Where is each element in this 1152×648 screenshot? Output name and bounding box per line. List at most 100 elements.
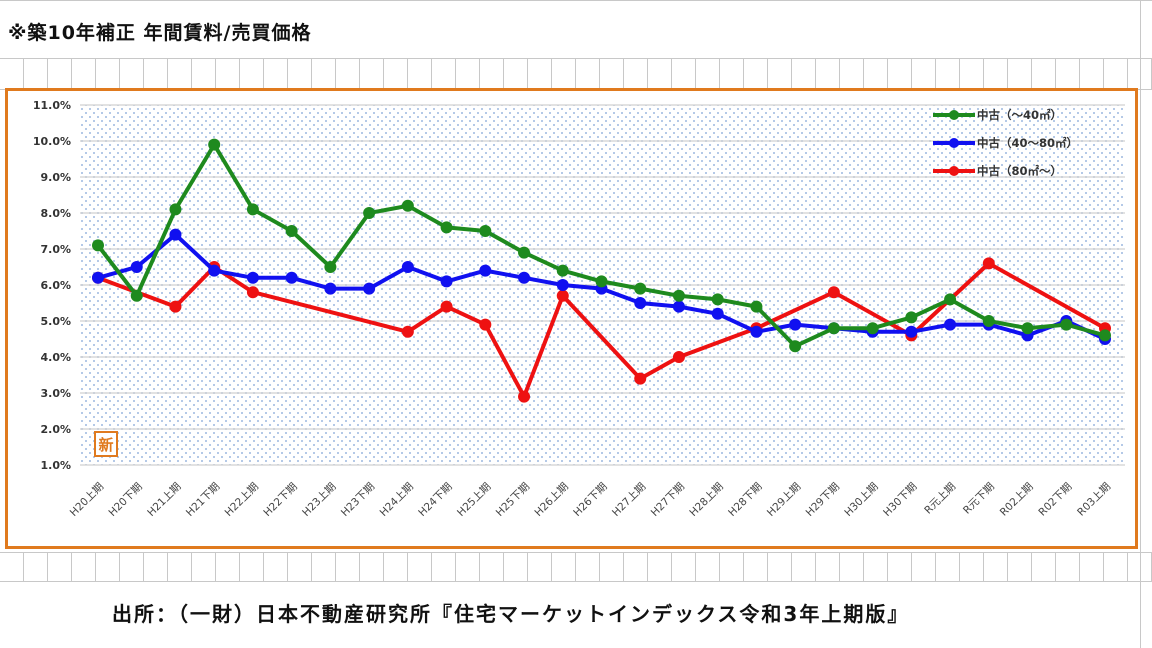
data-point bbox=[634, 372, 647, 385]
data-point bbox=[827, 286, 840, 299]
data-point bbox=[789, 340, 802, 353]
data-point bbox=[440, 275, 453, 288]
data-point bbox=[711, 307, 724, 320]
data-point bbox=[634, 282, 647, 295]
data-point bbox=[595, 275, 608, 288]
data-point bbox=[169, 300, 182, 313]
x-tick-label: H29上期 bbox=[765, 481, 803, 519]
data-point bbox=[246, 271, 259, 284]
data-point bbox=[92, 271, 104, 284]
data-point bbox=[634, 297, 647, 309]
new-stamp: 新 bbox=[94, 431, 118, 457]
data-point bbox=[479, 264, 492, 277]
data-point bbox=[208, 138, 221, 151]
series-line bbox=[92, 257, 1111, 403]
series-path bbox=[97, 261, 1106, 399]
data-point bbox=[401, 325, 414, 338]
y-tick-label: 7.0% bbox=[40, 243, 71, 256]
x-tick-label: H30上期 bbox=[842, 481, 880, 519]
data-point bbox=[479, 318, 492, 331]
data-point bbox=[208, 264, 221, 277]
data-point bbox=[130, 289, 143, 302]
x-tick-label: R元下期 bbox=[961, 481, 997, 517]
x-tick-label: R元上期 bbox=[922, 481, 958, 517]
legend-label: 中古（80㎡～） bbox=[977, 164, 1062, 178]
chart-frame: 1.0% 2.0% 3.0% 4.0% 5.0% 6.0% 7.0% 8.0% 9.0% 10.0… bbox=[5, 88, 1138, 549]
y-tick-label: 5.0% bbox=[40, 315, 71, 328]
page-title: ※築10年補正 年間賃料/売買価格 bbox=[8, 22, 312, 44]
data-point bbox=[246, 203, 259, 216]
legend-item: 中古（80㎡～） bbox=[933, 164, 1062, 178]
spreadsheet-grid-bottom bbox=[0, 552, 1152, 582]
series-line bbox=[92, 138, 1111, 353]
data-point bbox=[556, 279, 569, 291]
data-point bbox=[556, 264, 569, 277]
legend: 中古（～40㎡） 中古（40～80㎡） 中古（80㎡～） bbox=[933, 108, 1078, 178]
x-tick-label: R03上期 bbox=[1075, 481, 1113, 519]
data-point bbox=[246, 286, 259, 299]
legend-label: 中古（～40㎡） bbox=[977, 108, 1062, 122]
y-tick-label: 3.0% bbox=[40, 387, 71, 400]
data-point bbox=[944, 318, 957, 331]
data-point bbox=[363, 207, 376, 219]
line-chart: 1.0% 2.0% 3.0% 4.0% 5.0% 6.0% 7.0% 8.0% 9.0% 10.0… bbox=[33, 99, 1125, 519]
page-top-rule bbox=[0, 0, 1152, 1]
data-point bbox=[479, 225, 492, 237]
data-point bbox=[750, 325, 763, 338]
legend-item: 中古（40～80㎡） bbox=[933, 136, 1078, 150]
data-point bbox=[518, 246, 531, 259]
data-point bbox=[324, 261, 337, 273]
x-tick-label: H22下期 bbox=[261, 481, 299, 519]
x-tick-label: H23上期 bbox=[300, 481, 338, 519]
x-tick-label: H23下期 bbox=[339, 481, 377, 519]
data-point bbox=[827, 322, 840, 335]
data-point bbox=[324, 282, 337, 295]
x-tick-label: H26下期 bbox=[571, 481, 609, 519]
x-axis-ticks: H20上期 H20下期 H21上期 H21下期 H22上期 H22下期 H23上期 H23下期… bbox=[68, 481, 1113, 519]
y-axis-ticks: 1.0% 2.0% 3.0% 4.0% 5.0% 6.0% 7.0% 8.0% 9.0% 10.0… bbox=[33, 99, 71, 472]
x-tick-label: H25上期 bbox=[455, 481, 493, 519]
data-point bbox=[672, 289, 685, 302]
legend-item: 中古（～40㎡） bbox=[933, 108, 1062, 122]
data-point bbox=[750, 300, 763, 313]
x-tick-label: H20下期 bbox=[106, 481, 144, 519]
data-point bbox=[285, 225, 298, 237]
x-tick-label: H24上期 bbox=[378, 481, 416, 519]
data-point bbox=[169, 228, 182, 241]
data-point bbox=[982, 315, 995, 327]
data-point bbox=[982, 257, 995, 270]
page-right-rule bbox=[1140, 0, 1141, 648]
x-tick-label: H26上期 bbox=[533, 481, 571, 519]
data-point bbox=[518, 390, 531, 403]
x-tick-label: H25下期 bbox=[494, 481, 532, 519]
x-tick-label: H29下期 bbox=[804, 481, 842, 519]
data-point bbox=[944, 293, 957, 306]
x-tick-label: H30下期 bbox=[881, 481, 919, 519]
data-point bbox=[905, 311, 918, 324]
y-tick-label: 2.0% bbox=[40, 423, 71, 436]
series-layer bbox=[92, 138, 1111, 403]
data-point bbox=[672, 300, 685, 313]
spreadsheet-grid-top bbox=[0, 58, 1152, 90]
x-tick-label: H28下期 bbox=[726, 481, 764, 519]
x-tick-label: H22上期 bbox=[223, 481, 261, 519]
x-tick-label: H27下期 bbox=[649, 481, 687, 519]
y-tick-label: 8.0% bbox=[40, 207, 71, 220]
legend-swatch-marker bbox=[949, 110, 959, 120]
legend-label: 中古（40～80㎡） bbox=[977, 136, 1078, 150]
data-point bbox=[518, 271, 531, 284]
data-point bbox=[905, 325, 918, 338]
x-tick-label: H28上期 bbox=[687, 481, 725, 519]
new-stamp-label: 新 bbox=[98, 436, 113, 454]
data-point bbox=[401, 261, 414, 273]
y-tick-label: 10.0% bbox=[33, 135, 71, 148]
data-point bbox=[169, 203, 182, 216]
x-tick-label: R02上期 bbox=[998, 481, 1036, 519]
data-point bbox=[556, 289, 569, 302]
data-point bbox=[866, 322, 879, 335]
data-point bbox=[1099, 329, 1111, 342]
data-point bbox=[363, 282, 376, 295]
data-point bbox=[711, 293, 724, 306]
data-point bbox=[92, 239, 104, 252]
y-tick-label: 1.0% bbox=[40, 459, 71, 472]
